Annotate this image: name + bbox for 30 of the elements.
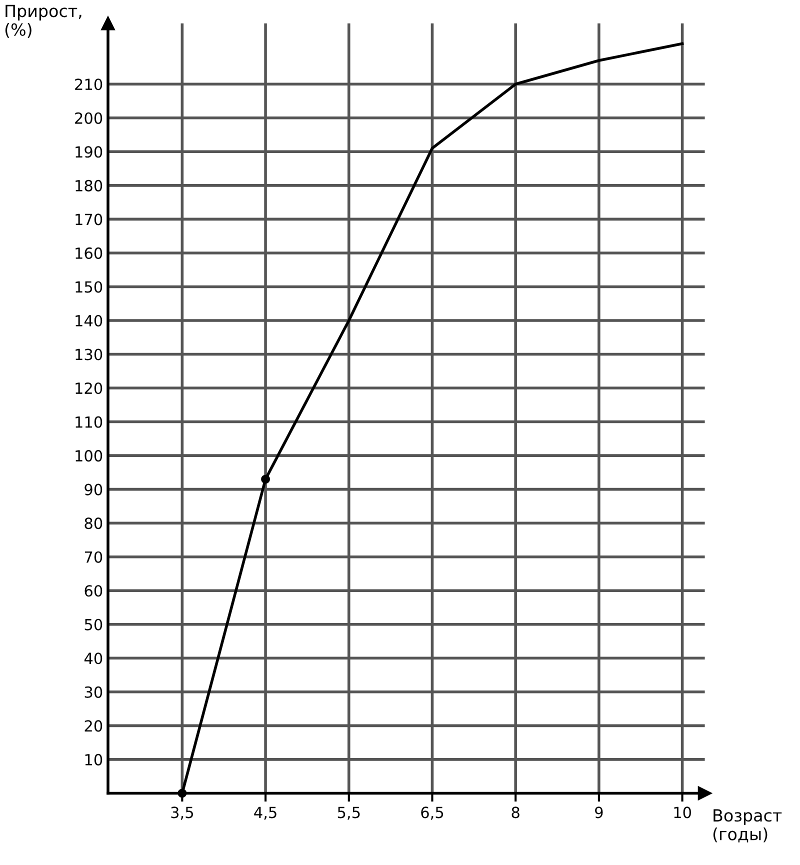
y-tick-label: 140 [76, 314, 102, 327]
y-tick-label: 80 [84, 518, 102, 530]
x-tick-label: 10 [674, 806, 691, 818]
x-tick-label: 8 [512, 806, 520, 818]
y-tick-label: 50 [84, 618, 102, 630]
y-tick-label: 210 [75, 78, 102, 90]
y-tick-label: 40 [84, 652, 102, 664]
x-tick-label: 5,5 [338, 806, 360, 820]
y-tick-label: 20 [84, 720, 102, 732]
x-tick-label: 9 [595, 806, 603, 818]
y-tick-label: 100 [76, 450, 102, 462]
y-tick-label: 10 [85, 754, 102, 766]
y-tick-label: 130 [76, 348, 102, 360]
y-tick-label: 190 [76, 146, 102, 158]
y-tick-label: 110 [76, 416, 102, 428]
y-tick-label: 70 [84, 551, 102, 563]
y-tick-label: 30 [84, 686, 102, 698]
y-tick-label: 180 [76, 180, 102, 192]
y-tick-label: 200 [75, 112, 102, 124]
y-axis-title: Прирост, (%) [5, 4, 82, 38]
y-tick-label: 160 [76, 247, 102, 259]
y-tick-label: 120 [76, 382, 102, 394]
y-tick-label: 150 [76, 281, 102, 293]
y-tick-label: 170 [76, 214, 102, 226]
x-tick-label: 4,5 [254, 806, 276, 820]
y-tick-label: 60 [84, 585, 102, 597]
x-axis-title: Возраст (годы) [713, 809, 782, 842]
x-tick-label: 6,5 [421, 806, 444, 820]
y-tick-label: 90 [84, 484, 102, 496]
x-tick-label: 3,5 [171, 806, 193, 820]
